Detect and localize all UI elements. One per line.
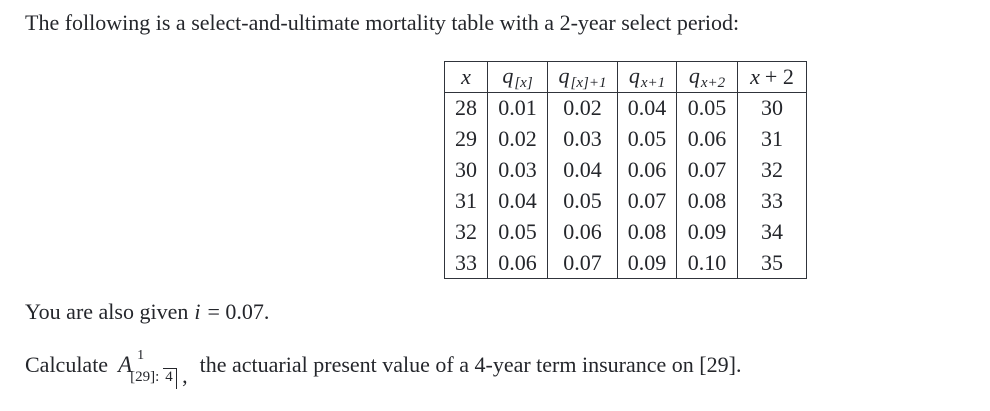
table-row: 31 0.04 0.05 0.07 0.08 33 bbox=[444, 185, 807, 217]
header-q-select-plus1-sub: [x]+1 bbox=[570, 75, 607, 91]
table-row: 33 0.06 0.07 0.09 0.10 35 bbox=[444, 247, 807, 279]
mortality-table-container: x q[x] q[x]+1 qx+1 qx+2 x + 2 28 0.01 0.0… bbox=[444, 61, 807, 279]
table-cell: 30 bbox=[737, 92, 807, 124]
table-cell: 0.07 bbox=[617, 185, 677, 217]
table-cell: 0.07 bbox=[676, 154, 738, 186]
table-cell: 0.09 bbox=[617, 247, 677, 279]
actuarial-angle-term: 4 bbox=[163, 368, 177, 389]
interest-variable: i bbox=[194, 299, 201, 324]
table-cell: 0.05 bbox=[617, 123, 677, 155]
table-cell: 30 bbox=[444, 154, 488, 186]
table-cell: 0.03 bbox=[547, 123, 618, 155]
symbol-scripts: 1 [29]: 4 bbox=[130, 349, 177, 389]
table-cell: 0.04 bbox=[617, 92, 677, 124]
header-x-base: x bbox=[461, 64, 471, 89]
table-cell: 35 bbox=[737, 247, 807, 279]
header-x-plus-2-tail: + 2 bbox=[764, 64, 794, 89]
table-cell: 33 bbox=[737, 185, 807, 217]
header-q-x-plus1: qx+1 bbox=[617, 61, 677, 93]
table-cell: 0.03 bbox=[487, 154, 548, 186]
header-x: x bbox=[444, 61, 488, 93]
header-q-select-base: q bbox=[502, 63, 514, 88]
table-cell: 0.07 bbox=[547, 247, 618, 279]
task-text: Calculate A 1 [29]: 4, the actuarial present … bbox=[25, 349, 742, 389]
table-cell: 0.04 bbox=[487, 185, 548, 217]
header-q-select-plus1-base: q bbox=[558, 63, 570, 88]
table-cell: 29 bbox=[444, 123, 488, 155]
table-cell: 28 bbox=[444, 92, 488, 124]
header-x-plus-2: x + 2 bbox=[737, 61, 807, 93]
table-cell: 0.08 bbox=[617, 216, 677, 248]
table-cell: 0.02 bbox=[547, 92, 618, 124]
given-prefix: You are also given bbox=[25, 299, 189, 324]
header-q-x-plus1-base: q bbox=[628, 63, 640, 88]
header-q-select-plus1: q[x]+1 bbox=[547, 61, 618, 93]
symbol-subscript: [29]: 4 bbox=[130, 368, 177, 389]
header-q-x-plus2: qx+2 bbox=[676, 61, 738, 93]
table-row: 29 0.02 0.03 0.05 0.06 31 bbox=[444, 123, 807, 155]
header-q-x-plus2-base: q bbox=[688, 63, 700, 88]
symbol-superscript: 1 bbox=[137, 348, 145, 363]
table-cell: 0.06 bbox=[676, 123, 738, 155]
intro-text: The following is a select-and-ultimate m… bbox=[25, 10, 740, 35]
table-cell: 0.05 bbox=[676, 92, 738, 124]
table-cell: 31 bbox=[444, 185, 488, 217]
table-cell: 32 bbox=[444, 216, 488, 248]
given-text: You are also given i = 0.07. bbox=[25, 299, 269, 325]
header-q-select-sub: [x] bbox=[514, 75, 533, 91]
table-cell: 0.05 bbox=[547, 185, 618, 217]
header-q-select: q[x] bbox=[487, 61, 548, 93]
table-row: 32 0.05 0.06 0.08 0.09 34 bbox=[444, 216, 807, 248]
calculate-label: Calculate bbox=[25, 352, 109, 377]
table-header-row: x q[x] q[x]+1 qx+1 qx+2 x + 2 bbox=[444, 61, 807, 93]
table-cell: 0.06 bbox=[487, 247, 548, 279]
table-cell: 0.04 bbox=[547, 154, 618, 186]
table-cell: 0.06 bbox=[617, 154, 677, 186]
header-x-plus-2-base: x bbox=[750, 64, 760, 89]
task-description: the actuarial present value of a 4-year … bbox=[199, 352, 742, 377]
header-q-x-plus1-sub: x+1 bbox=[640, 75, 666, 91]
table-row: 28 0.01 0.02 0.04 0.05 30 bbox=[444, 92, 807, 124]
interest-value: = 0.07. bbox=[207, 299, 270, 324]
table-cell: 34 bbox=[737, 216, 807, 248]
symbol-base: A bbox=[118, 352, 133, 377]
header-q-x-plus2-sub: x+2 bbox=[700, 75, 726, 91]
table-cell: 0.10 bbox=[676, 247, 738, 279]
table-cell: 0.02 bbox=[487, 123, 548, 155]
mortality-table: x q[x] q[x]+1 qx+1 qx+2 x + 2 28 0.01 0.0… bbox=[444, 61, 807, 279]
insurance-symbol: A 1 [29]: 4 bbox=[118, 349, 182, 389]
table-row: 30 0.03 0.04 0.06 0.07 32 bbox=[444, 154, 807, 186]
symbol-comma: , bbox=[182, 363, 188, 388]
table-cell: 32 bbox=[737, 154, 807, 186]
symbol-sub-prefix: [29]: bbox=[130, 369, 160, 385]
table-cell: 0.01 bbox=[487, 92, 548, 124]
table-cell: 0.05 bbox=[487, 216, 548, 248]
table-cell: 33 bbox=[444, 247, 488, 279]
table-cell: 0.09 bbox=[676, 216, 738, 248]
table-cell: 31 bbox=[737, 123, 807, 155]
table-cell: 0.08 bbox=[676, 185, 738, 217]
table-cell: 0.06 bbox=[547, 216, 618, 248]
